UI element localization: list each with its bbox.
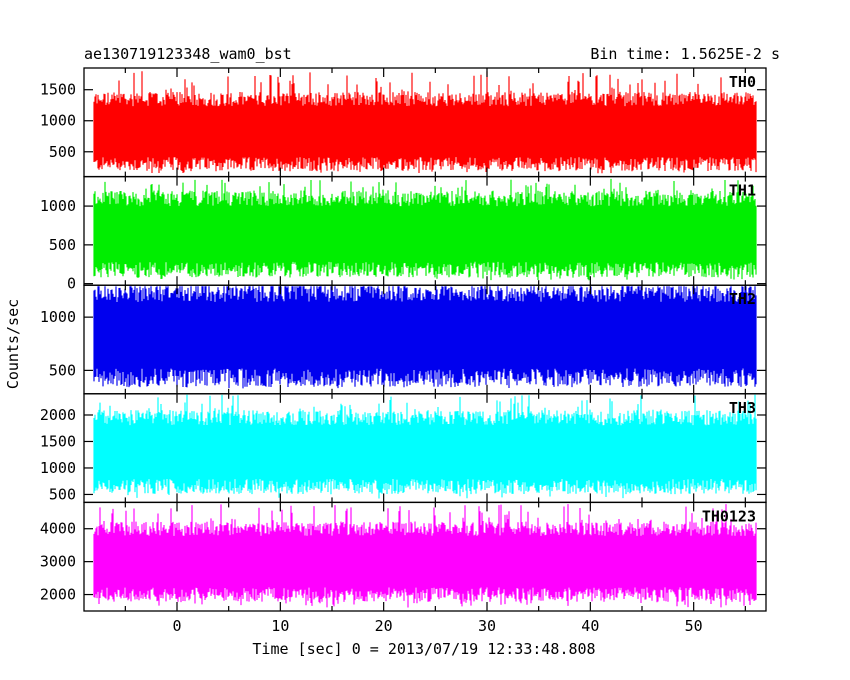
panel-frame-th0123 — [83, 501, 767, 612]
series-th3 — [93, 394, 757, 499]
y-tick-label: 3000 — [40, 553, 76, 571]
series-th1 — [93, 178, 757, 281]
y-tick-label: 500 — [49, 236, 76, 254]
y-tick-label: 0 — [67, 275, 76, 293]
y-tick-label: 500 — [49, 143, 76, 161]
y-tick-label: 1000 — [40, 459, 76, 477]
observation-id-title: ae130719123348_wam0_bst — [84, 45, 292, 63]
x-axis-label: Time [sec] 0 = 2013/07/19 12:33:48.808 — [252, 640, 595, 658]
y-tick-label: 1000 — [40, 308, 76, 326]
y-tick-label: 1500 — [40, 432, 76, 450]
series-th0 — [93, 71, 757, 174]
y-tick-label: 2000 — [40, 406, 76, 424]
panel-label-th3: TH3 — [729, 399, 756, 417]
y-axis-label: Counts/sec — [4, 299, 22, 389]
panel-label-th0123: TH0123 — [702, 507, 756, 525]
series-th0123 — [93, 504, 757, 608]
panel-label-th1: TH1 — [729, 182, 756, 200]
y-tick-label: 1000 — [40, 112, 76, 130]
y-tick-label: 1000 — [40, 197, 76, 215]
series-th2 — [93, 286, 757, 389]
y-tick-label: 500 — [49, 361, 76, 379]
y-tick-label: 4000 — [40, 520, 76, 538]
panel-label-th2: TH2 — [729, 290, 756, 308]
x-tick-label: 20 — [375, 617, 393, 635]
x-tick-label: 40 — [581, 617, 599, 635]
x-tick-label: 50 — [685, 617, 703, 635]
y-tick-label: 2000 — [40, 586, 76, 604]
y-tick-label: 500 — [49, 485, 76, 503]
panel-label-th0: TH0 — [729, 73, 756, 91]
y-tick-label: 1500 — [40, 81, 76, 99]
x-tick-label: 0 — [172, 617, 181, 635]
bin-time-title: Bin time: 1.5625E-2 s — [590, 45, 780, 63]
x-tick-label: 30 — [478, 617, 496, 635]
x-tick-label: 10 — [271, 617, 289, 635]
